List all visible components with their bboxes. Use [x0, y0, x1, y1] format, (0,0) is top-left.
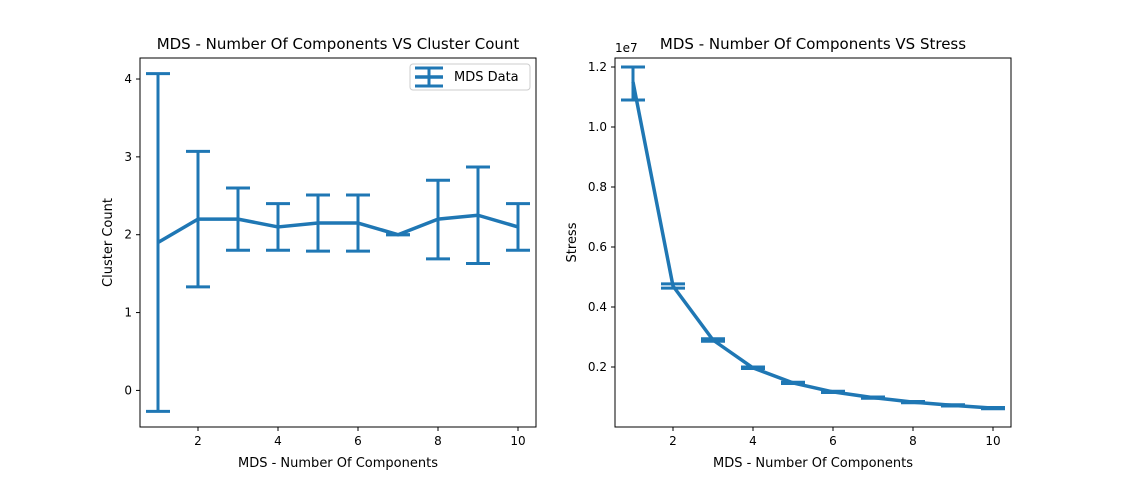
- stress-y-scale-offset: 1e7: [615, 41, 638, 55]
- legend-label: MDS Data: [454, 70, 519, 85]
- stress-y-tick-label: 0.4: [588, 300, 607, 314]
- stress-y-tick-label: 0.6: [588, 240, 607, 254]
- cluster-count-plot-frame: [139, 57, 537, 428]
- cluster-count-ticks: 2 4 6 8 10 0 1 2 3 4: [124, 72, 525, 448]
- cluster-count-x-tick-label: 6: [354, 434, 362, 448]
- cluster-count-y-tick-label: 2: [124, 228, 132, 242]
- cluster-count-y-axis-label: Cluster Count: [101, 198, 116, 287]
- cluster-count-y-tick-label: 3: [124, 150, 132, 164]
- stress-y-tick-label: 0.8: [588, 180, 607, 194]
- stress-marks: [621, 65, 1005, 411]
- chart-stress: 2 4 6 8 10 0.2 0.4 0.6 0.8 1.0 1.2 MDS - Number Of…: [565, 35, 1012, 471]
- stress-ticks: 2 4 6 8 10 0.2 0.4 0.6 0.8 1.0 1.2: [588, 60, 1001, 448]
- cluster-count-title: MDS - Number Of Components VS Cluster Co…: [157, 35, 520, 53]
- cluster-count-x-tick-label: 4: [274, 434, 282, 448]
- chart-cluster-count: 2 4 6 8 10 0 1 2 3 4 MDS - Number Of Components V…: [101, 35, 537, 471]
- stress-y-tick-label: 0.2: [588, 360, 607, 374]
- stress-y-axis-label: Stress: [565, 222, 580, 262]
- cluster-count-marks: [146, 72, 530, 413]
- cluster-count-x-axis-label: MDS - Number Of Components: [238, 456, 438, 471]
- cluster-count-x-tick-label: 8: [434, 434, 442, 448]
- stress-x-tick-label: 2: [669, 434, 677, 448]
- cluster-count-x-tick-label: 2: [194, 434, 202, 448]
- cluster-count-y-tick-label: 0: [124, 383, 132, 397]
- cluster-count-y-tick-label: 4: [124, 72, 132, 86]
- cluster-count-series-line: [157, 213, 519, 245]
- legend: MDS Data: [409, 63, 531, 91]
- stress-y-tick-label: 1.2: [588, 60, 607, 74]
- stress-x-tick-label: 8: [909, 434, 917, 448]
- legend-frame: [409, 63, 531, 91]
- stress-x-tick-label: 10: [985, 434, 1000, 448]
- stress-series-line: [631, 81, 994, 410]
- stress-y-tick-label: 1.0: [588, 120, 607, 134]
- stress-title: MDS - Number Of Components VS Stress: [660, 35, 966, 53]
- stress-x-tick-label: 6: [829, 434, 837, 448]
- stress-x-tick-label: 4: [749, 434, 757, 448]
- cluster-count-y-tick-label: 1: [124, 306, 132, 320]
- cluster-count-x-tick-label: 10: [510, 434, 525, 448]
- stress-x-axis-label: MDS - Number Of Components: [713, 456, 913, 471]
- stress-plot-frame: [614, 57, 1012, 428]
